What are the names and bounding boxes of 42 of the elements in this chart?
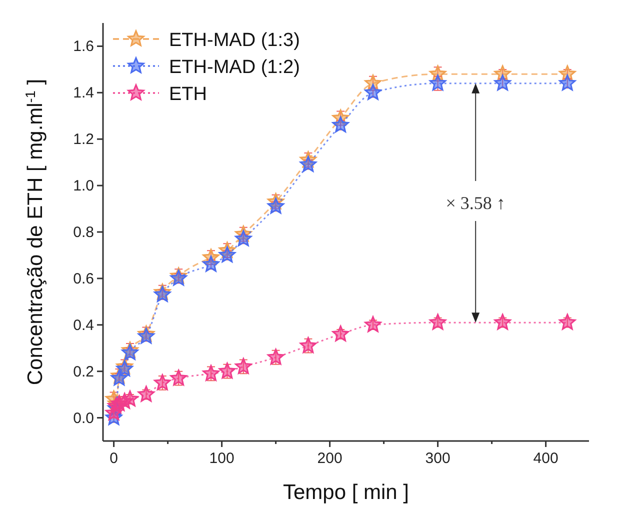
point xyxy=(429,74,446,91)
point xyxy=(267,198,284,214)
y-tick-label: 1.2 xyxy=(73,131,94,148)
point xyxy=(138,386,155,402)
y-tick-label: 1.4 xyxy=(73,84,94,102)
point xyxy=(494,314,511,330)
x-tick-label: 300 xyxy=(425,450,450,467)
annotation: × 3.58 ↑ xyxy=(446,192,506,213)
point xyxy=(364,316,382,332)
y-tick-label: 0.8 xyxy=(73,224,94,241)
point xyxy=(218,362,236,379)
x-tick-label: 400 xyxy=(533,450,558,467)
point xyxy=(559,74,576,91)
point xyxy=(202,364,220,381)
x-tick-label: 200 xyxy=(317,450,342,467)
legend-label: ETH-MAD (1:2) xyxy=(169,57,300,78)
point xyxy=(494,74,511,91)
point xyxy=(202,256,220,272)
x-axis-title: Tempo [ min ] xyxy=(282,481,410,504)
point xyxy=(218,246,236,262)
point xyxy=(429,314,446,330)
point xyxy=(170,370,187,386)
point xyxy=(154,374,171,390)
legend-label: ETH xyxy=(169,84,207,105)
y-tick-label: 1.0 xyxy=(73,178,94,195)
x-tick-label: 0 xyxy=(110,450,118,467)
point xyxy=(300,337,317,354)
point xyxy=(300,156,317,172)
point xyxy=(235,230,252,246)
point xyxy=(332,116,349,132)
legend-label: ETH-MAD (1:3) xyxy=(169,30,300,51)
point xyxy=(267,348,284,365)
y-tick-label: 0.4 xyxy=(73,316,94,334)
point xyxy=(364,84,382,100)
point xyxy=(332,325,349,342)
y-tick-label: 1.6 xyxy=(73,38,94,56)
y-tick-label: 0.2 xyxy=(73,363,94,380)
x-tick-label: 100 xyxy=(209,450,234,467)
y-tick-label: 0.6 xyxy=(73,270,94,288)
point xyxy=(559,314,576,330)
y-tick-label: 0.0 xyxy=(73,410,94,427)
point xyxy=(235,358,252,374)
